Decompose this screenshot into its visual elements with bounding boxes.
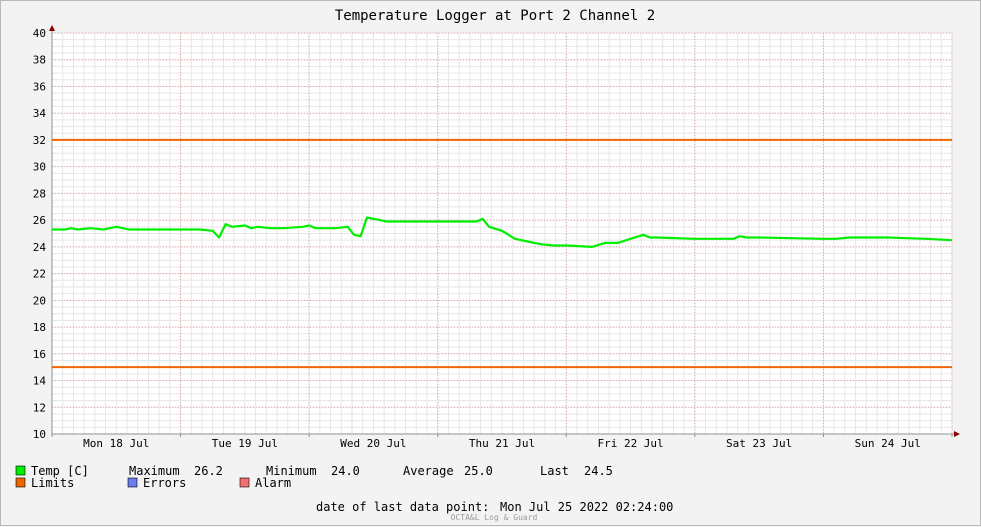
stat-maximum-label: Maximum bbox=[129, 464, 180, 478]
legend-swatch-temp bbox=[15, 465, 26, 476]
x-tick-label: Thu 21 Jul bbox=[469, 437, 535, 450]
temp-series-line bbox=[52, 216, 953, 248]
y-tick-label: 10 bbox=[33, 428, 46, 441]
stat-average-label: Average bbox=[403, 464, 454, 478]
y-tick-label: 32 bbox=[33, 134, 46, 147]
y-axis-arrow bbox=[49, 25, 55, 31]
stat-last-value: 24.5 bbox=[584, 464, 613, 478]
x-tick-label: Wed 20 Jul bbox=[340, 437, 406, 450]
last-data-point-value: Mon Jul 25 2022 02:24:00 bbox=[500, 500, 673, 514]
grid bbox=[51, 32, 953, 435]
stat-minimum-value: 24.0 bbox=[331, 464, 360, 478]
y-tick-label: 34 bbox=[33, 107, 47, 120]
series bbox=[52, 216, 953, 248]
legend-label-temp: Temp [C] bbox=[31, 464, 89, 478]
x-tick-label: Mon 18 Jul bbox=[83, 437, 149, 450]
last-data-point-label: date of last data point: bbox=[316, 500, 489, 514]
x-tick-labels: Mon 18 Jul Tue 19 Jul Wed 20 Jul Thu 21 Jul… bbox=[83, 437, 921, 450]
y-tick-label: 28 bbox=[33, 187, 46, 200]
x-tick-label: Sat 23 Jul bbox=[726, 437, 792, 450]
x-tick-label: Sun 24 Jul bbox=[855, 437, 921, 450]
y-tick-label: 40 bbox=[33, 27, 46, 40]
legend-swatch-limits bbox=[15, 477, 26, 488]
y-tick-label: 16 bbox=[33, 348, 46, 361]
legend-swatch-alarm bbox=[239, 477, 250, 488]
x-tick-label: Fri 22 Jul bbox=[597, 437, 663, 450]
stat-maximum-value: 26.2 bbox=[194, 464, 223, 478]
y-tick-labels: 10 12 14 16 18 20 22 24 26 28 30 32 34 36 38 40 bbox=[33, 27, 47, 441]
stat-minimum-label: Minimum bbox=[266, 464, 317, 478]
legend-label-limits: Limits bbox=[31, 476, 74, 490]
y-tick-label: 26 bbox=[33, 214, 46, 227]
x-tick-label: Tue 19 Jul bbox=[212, 437, 278, 450]
legend-swatch-errors bbox=[127, 477, 138, 488]
y-tick-label: 12 bbox=[33, 401, 46, 414]
y-tick-label: 22 bbox=[33, 268, 46, 281]
y-tick-label: 30 bbox=[33, 161, 46, 174]
credit-text: OCTA&L Log & Guard bbox=[451, 513, 538, 522]
legend-label-errors: Errors bbox=[143, 476, 186, 490]
y-tick-label: 38 bbox=[33, 54, 46, 67]
chart-title: Temperature Logger at Port 2 Channel 2 bbox=[335, 8, 655, 24]
legend-label-alarm: Alarm bbox=[255, 476, 291, 490]
y-tick-label: 14 bbox=[33, 375, 47, 388]
stat-average-value: 25.0 bbox=[464, 464, 493, 478]
y-tick-label: 24 bbox=[33, 241, 47, 254]
y-tick-label: 20 bbox=[33, 294, 46, 307]
limit-lines bbox=[52, 138, 952, 369]
y-tick-label: 36 bbox=[33, 80, 46, 93]
stat-last-label: Last bbox=[540, 464, 569, 478]
x-axis-arrow bbox=[954, 431, 960, 437]
y-tick-label: 18 bbox=[33, 321, 46, 334]
